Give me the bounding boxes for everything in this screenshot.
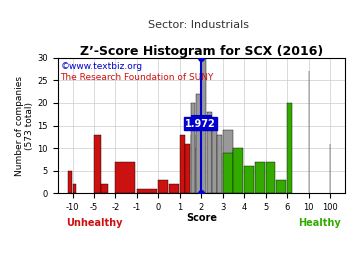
Bar — [73, 184, 76, 193]
Text: ©www.textbiz.org: ©www.textbiz.org — [60, 62, 143, 71]
Bar — [94, 134, 100, 193]
Bar — [190, 134, 195, 193]
Text: Unhealthy: Unhealthy — [66, 218, 122, 228]
Text: Sector: Industrials: Sector: Industrials — [148, 20, 248, 30]
Y-axis label: Number of companies
(573 total): Number of companies (573 total) — [15, 76, 35, 176]
Bar — [158, 180, 168, 193]
Bar — [244, 166, 254, 193]
Bar — [196, 94, 201, 193]
Bar — [207, 112, 212, 193]
Bar — [233, 148, 243, 193]
Title: Z’-Score Histogram for SCX (2016): Z’-Score Histogram for SCX (2016) — [80, 45, 323, 58]
Bar — [196, 148, 201, 193]
Bar — [169, 184, 179, 193]
Bar — [185, 144, 190, 193]
Bar — [217, 134, 222, 193]
Bar — [266, 162, 275, 193]
Bar — [223, 130, 233, 193]
Bar — [101, 184, 108, 193]
Bar — [137, 189, 157, 193]
Bar — [287, 103, 292, 193]
Bar — [190, 103, 195, 193]
Bar — [116, 162, 135, 193]
Bar — [201, 58, 206, 193]
Text: Healthy: Healthy — [298, 218, 341, 228]
Bar — [223, 153, 233, 193]
Bar — [276, 180, 286, 193]
X-axis label: Score: Score — [186, 214, 217, 224]
Bar — [255, 162, 265, 193]
Bar — [68, 171, 72, 193]
Bar — [212, 130, 217, 193]
Text: 1.972: 1.972 — [185, 119, 216, 129]
Text: The Research Foundation of SUNY: The Research Foundation of SUNY — [60, 73, 214, 82]
Bar — [180, 134, 185, 193]
